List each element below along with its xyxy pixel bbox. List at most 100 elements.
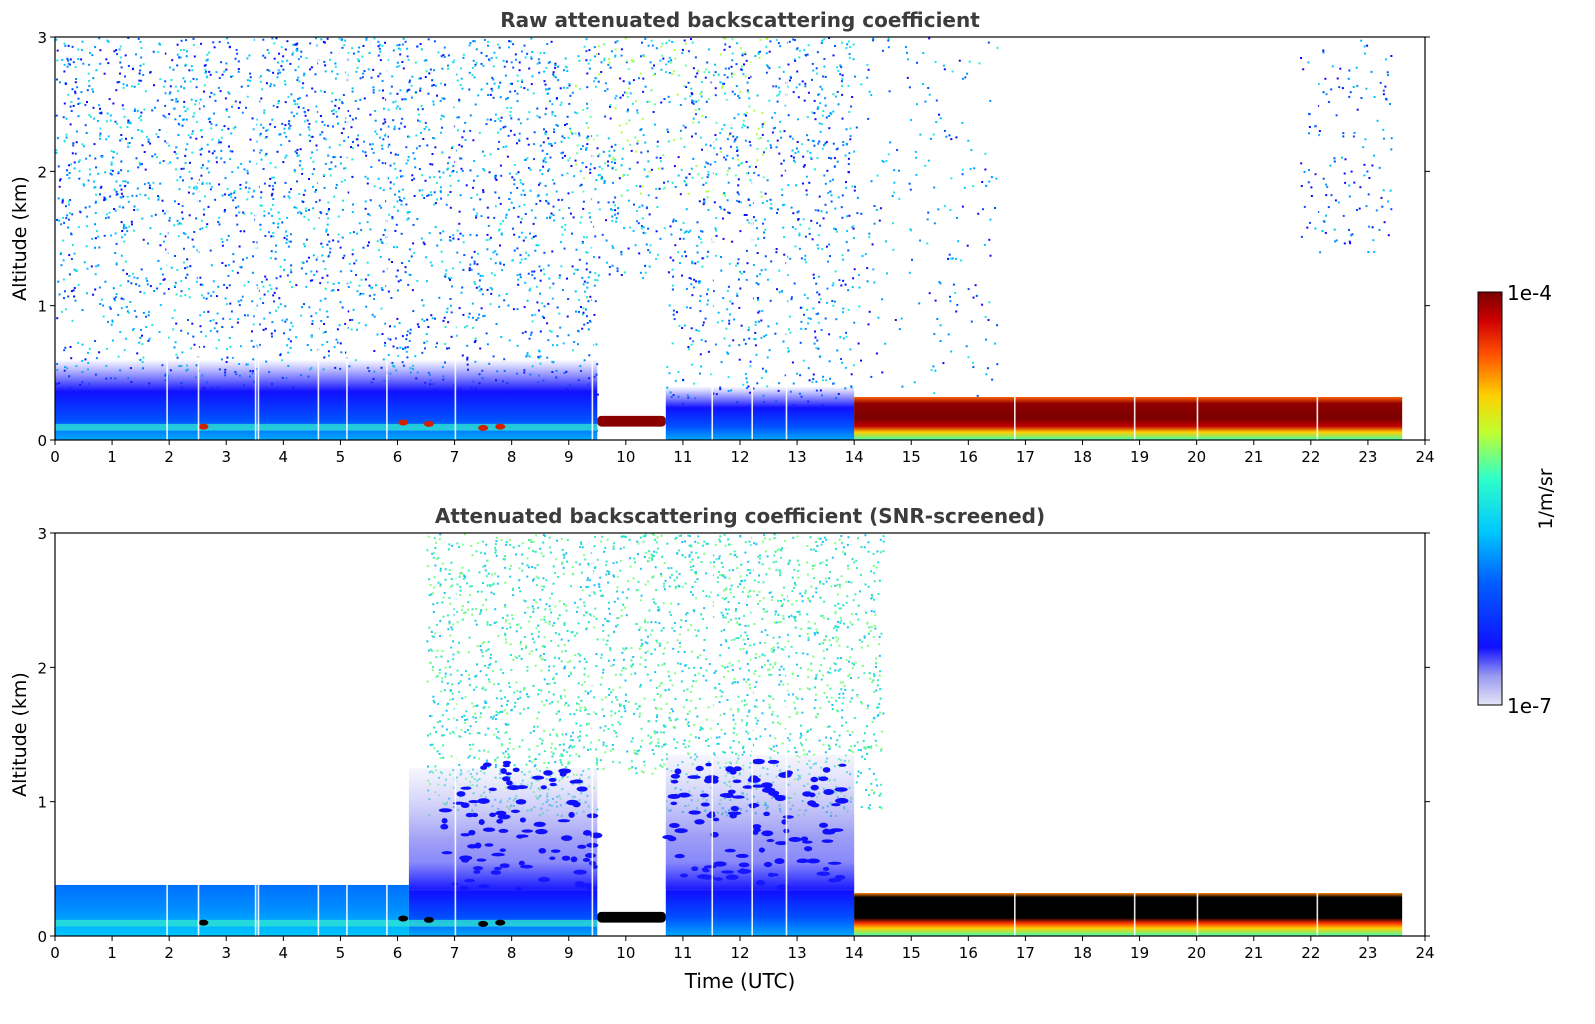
noise-speck [976, 295, 978, 297]
noise-speck [589, 59, 591, 61]
noise-speck [451, 336, 453, 338]
noise-speck [77, 342, 79, 344]
noise-speck [388, 354, 390, 356]
noise-speck [519, 262, 521, 264]
noise-speck [694, 262, 696, 264]
noise-speck [221, 262, 223, 264]
noise-speck [450, 207, 452, 209]
noise-speck [750, 144, 752, 146]
noise-speck [1349, 242, 1351, 244]
noise-speck [549, 100, 551, 102]
noise-speck [61, 59, 63, 61]
noise-speck [302, 82, 304, 84]
noise-speck [796, 86, 798, 88]
noise-speck [187, 108, 189, 110]
noise-speck [384, 323, 386, 325]
noise-speck [1302, 68, 1304, 70]
noise-speck [380, 207, 382, 209]
noise-speck [747, 82, 749, 84]
noise-speck [778, 87, 780, 89]
y-tick-label: 0 [37, 432, 47, 450]
noise-speck [525, 57, 527, 59]
noise-speck [808, 92, 810, 94]
noise-speck [357, 67, 359, 69]
noise-speck [537, 195, 539, 197]
noise-speck [432, 696, 434, 698]
noise-speck [778, 93, 780, 95]
noise-speck [617, 270, 619, 272]
noise-speck [526, 557, 528, 559]
noise-speck [801, 143, 803, 145]
noise-speck [617, 213, 619, 215]
noise-speck [175, 168, 177, 170]
noise-speck [312, 173, 314, 175]
noise-speck [596, 135, 598, 137]
noise-speck [783, 254, 785, 256]
noise-speck [325, 163, 327, 165]
noise-speck [551, 751, 553, 753]
noise-speck [79, 159, 81, 161]
noise-speck [608, 571, 610, 573]
noise-speck [414, 166, 416, 168]
noise-speck [879, 670, 881, 672]
noise-speck [549, 547, 551, 549]
noise-speck [988, 42, 990, 44]
noise-speck [1371, 71, 1373, 73]
noise-speck [253, 190, 255, 192]
noise-speck [553, 220, 555, 222]
noise-speck [673, 70, 675, 72]
noise-speck [545, 84, 547, 86]
noise-speck [767, 356, 769, 358]
noise-speck [619, 78, 621, 80]
noise-speck [200, 175, 202, 177]
noise-speck [149, 72, 151, 74]
noise-speck [88, 85, 90, 87]
noise-speck [93, 107, 95, 109]
noise-speck [429, 232, 431, 234]
noise-speck [853, 151, 855, 153]
noise-speck [412, 310, 414, 312]
noise-speck [866, 267, 868, 269]
noise-speck [766, 72, 768, 74]
noise-speck [1368, 177, 1370, 179]
noise-speck [175, 282, 177, 284]
noise-speck [200, 99, 202, 101]
noise-speck [399, 199, 401, 201]
noise-speck [728, 320, 730, 322]
noise-speck [487, 621, 489, 623]
noise-speck [739, 288, 741, 290]
noise-speck [829, 180, 831, 182]
noise-speck [644, 38, 646, 40]
noise-speck [340, 342, 342, 344]
noise-speck [962, 169, 964, 171]
noise-speck [393, 50, 395, 52]
noise-speck [550, 157, 552, 159]
noise-speck [203, 209, 205, 211]
noise-speck [99, 108, 101, 110]
noise-speck [906, 52, 908, 54]
noise-speck [603, 182, 605, 184]
noise-speck [582, 109, 584, 111]
noise-speck [425, 59, 427, 61]
noise-speck [842, 118, 844, 120]
noise-speck [660, 102, 662, 104]
noise-speck [474, 261, 476, 263]
noise-speck [718, 312, 720, 314]
noise-speck [723, 157, 725, 159]
noise-speck [896, 149, 898, 151]
noise-speck [119, 48, 121, 50]
noise-speck [810, 318, 812, 320]
noise-speck [311, 336, 313, 338]
noise-speck [668, 61, 670, 63]
noise-speck [705, 116, 707, 118]
noise-speck [543, 128, 545, 130]
noise-speck [204, 84, 206, 86]
noise-speck [310, 280, 312, 282]
noise-speck [826, 302, 828, 304]
noise-speck [730, 747, 732, 749]
noise-speck [412, 289, 414, 291]
noise-speck [460, 84, 462, 86]
noise-speck [351, 328, 353, 330]
noise-speck [748, 199, 750, 201]
noise-speck [554, 67, 556, 69]
